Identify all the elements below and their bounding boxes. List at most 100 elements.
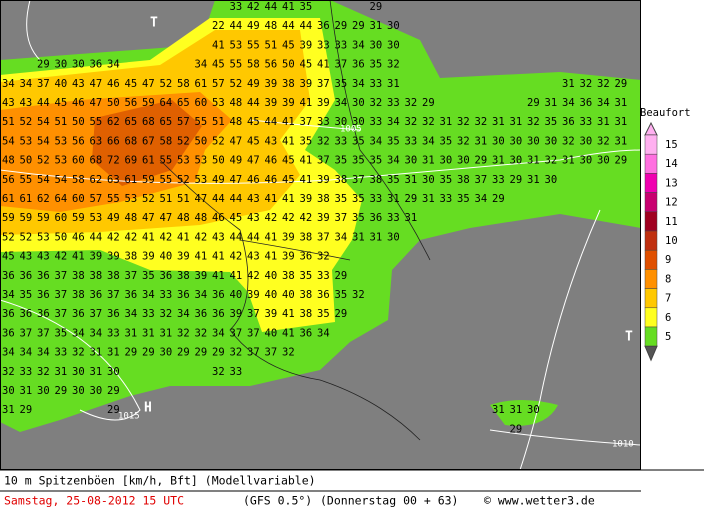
map-area: 33 42 44 41 35 29 22 44 49 48 44 44 36 29 29 31 30 41 53 55…	[0, 0, 641, 470]
borders	[159, 0, 431, 441]
isobar	[0, 149, 641, 184]
grid-value: 34	[387, 116, 400, 128]
grid-value: 30	[107, 366, 120, 378]
grid-value: 30	[545, 174, 558, 186]
grid-value: 32	[195, 327, 208, 339]
legend-arrow	[644, 121, 658, 136]
grid-value: 38	[107, 270, 120, 282]
grid-value: 36	[37, 289, 50, 301]
grid-value: 53	[90, 212, 103, 224]
grid-value: 31	[527, 155, 540, 167]
grid-value: 38	[370, 174, 383, 186]
grid-value: 37	[335, 59, 348, 71]
grid-value: 45	[282, 155, 295, 167]
grid-value: 39	[317, 212, 330, 224]
grid-value: 53	[55, 155, 68, 167]
grid-value: 36	[107, 308, 120, 320]
grid-value: 41	[282, 308, 295, 320]
grid-value: 36	[580, 97, 593, 109]
grid-value: 32	[387, 59, 400, 71]
grid-value: 60	[55, 212, 68, 224]
grid-value: 59	[142, 174, 155, 186]
grid-value: 59	[72, 212, 85, 224]
grid-value: 36	[90, 289, 103, 301]
grid-value: 29	[107, 385, 120, 397]
grid-value: 35	[335, 78, 348, 90]
grid-value: 39	[317, 97, 330, 109]
legend-label: 14	[665, 158, 678, 170]
grid-value: 41	[212, 270, 225, 282]
grid-value: 52	[212, 135, 225, 147]
grid-value: 36	[2, 308, 15, 320]
grid-value: 36	[352, 59, 365, 71]
grid-value: 41	[265, 251, 278, 263]
grid-value: 37	[335, 212, 348, 224]
grid-value: 31	[492, 116, 505, 128]
legend-label: 8	[665, 273, 671, 285]
grid-value: 39	[247, 289, 260, 301]
grid-value: 30	[72, 59, 85, 71]
grid-value: 50	[72, 116, 85, 128]
grid-value: 67	[142, 135, 155, 147]
grid-value: 63	[90, 135, 103, 147]
grid-value: 52	[2, 231, 15, 243]
grid-value: 38	[300, 308, 313, 320]
grid-value: 59	[142, 97, 155, 109]
grid-value: 42	[125, 231, 138, 243]
grid-value: 43	[265, 135, 278, 147]
grid-value: 56	[72, 135, 85, 147]
grid-value: 36	[317, 20, 330, 32]
grid-value: 33	[107, 327, 120, 339]
grid-value: 32	[212, 366, 225, 378]
grid-value: 39	[282, 97, 295, 109]
grid-value: 53	[55, 135, 68, 147]
grid-value: 45	[247, 116, 260, 128]
grid-value: 33	[387, 212, 400, 224]
grid-value: 53	[195, 155, 208, 167]
legend-swatch	[644, 269, 658, 289]
grid-value: 30	[405, 155, 418, 167]
grid-value: 46	[72, 231, 85, 243]
grid-value: 41	[300, 155, 313, 167]
grid-value: 44	[37, 97, 50, 109]
grid-value: 33	[387, 97, 400, 109]
grid-value: 31	[107, 347, 120, 359]
legend-swatch	[644, 211, 658, 232]
grid-value: 32	[317, 251, 330, 263]
grid-value: 35	[300, 135, 313, 147]
grid-value: 44	[230, 20, 243, 32]
grid-value: 61	[20, 193, 33, 205]
grid-value: 35	[387, 135, 400, 147]
grid-value: 31	[492, 404, 505, 416]
grid-value: 46	[107, 78, 120, 90]
grid-value: 41	[195, 251, 208, 263]
grid-value: 36	[37, 270, 50, 282]
grid-value: 39	[265, 78, 278, 90]
grid-value: 65	[160, 116, 173, 128]
grid-value: 31	[545, 97, 558, 109]
low-pressure-label: T	[625, 330, 633, 345]
grid-value: 62	[107, 116, 120, 128]
grid-value: 30	[510, 135, 523, 147]
grid-value: 57	[177, 116, 190, 128]
grid-value: 55	[195, 116, 208, 128]
grid-value: 32	[160, 308, 173, 320]
grid-value: 38	[335, 174, 348, 186]
grid-value: 45	[282, 39, 295, 51]
grid-value: 39	[282, 231, 295, 243]
grid-value: 35	[20, 289, 33, 301]
grid-value: 43	[212, 231, 225, 243]
legend: 15 14 13 12 11 10 9 8 7 6 5	[644, 121, 678, 362]
grid-value: 39	[195, 270, 208, 282]
grid-value: 41	[177, 231, 190, 243]
footer-model: (GFS 0.5°)	[243, 494, 312, 508]
grid-value: 72	[107, 155, 120, 167]
grid-value: 38	[90, 270, 103, 282]
grid-value: 50	[282, 59, 295, 71]
grid-value: 68	[90, 155, 103, 167]
grid-value: 30	[2, 385, 15, 397]
grid-value: 33	[580, 116, 593, 128]
grid-value: 47	[230, 135, 243, 147]
grid-value: 33	[142, 308, 155, 320]
grid-value: 41	[212, 39, 225, 51]
